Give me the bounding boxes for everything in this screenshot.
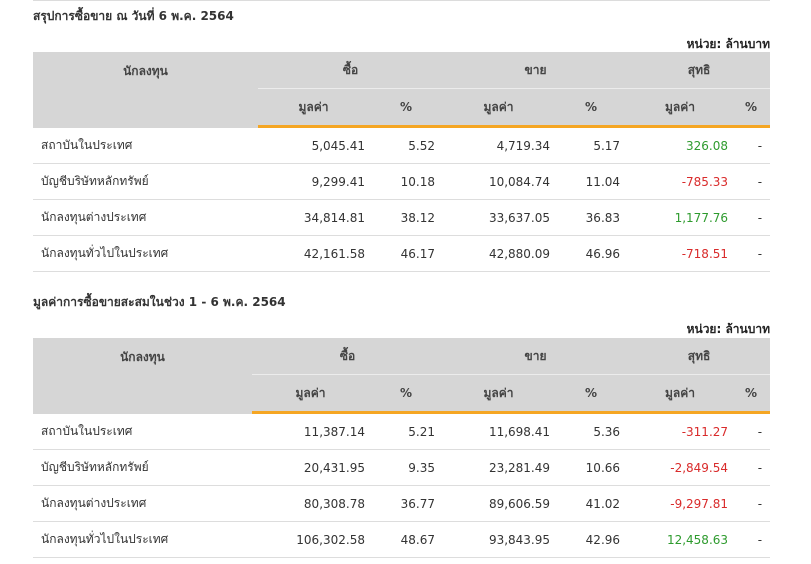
- buy-percent: 5.52: [369, 126, 444, 164]
- investor-name: บัญชีบริษัทหลักทรัพย์: [33, 163, 258, 200]
- net-percent: -: [732, 412, 771, 450]
- sell-percent: 10.66: [554, 449, 629, 486]
- header-net: สุทธิ: [628, 338, 771, 375]
- header-sell: ขาย: [443, 52, 629, 89]
- sell-value: 93,843.95: [443, 521, 555, 558]
- sell-percent: 5.36: [554, 412, 629, 450]
- investor-name: สถาบันในประเทศ: [33, 126, 258, 164]
- section-title: มูลค่าการซื้อขายสะสมในช่วง 1 - 6 พ.ค. 25…: [33, 295, 286, 309]
- header-sell: ขาย: [443, 338, 629, 375]
- buy-value: 11,387.14: [252, 412, 369, 450]
- investor-name: บัญชีบริษัทหลักทรัพย์: [33, 449, 252, 486]
- table-row: นักลงทุนทั่วไปในประเทศ 42,161.58 46.17 4…: [33, 235, 771, 272]
- header-buy: ซื้อ: [258, 52, 444, 89]
- investor-name: นักลงทุนทั่วไปในประเทศ: [33, 521, 252, 558]
- buy-value: 5,045.41: [258, 126, 369, 164]
- sell-value: 11,698.41: [443, 412, 555, 450]
- buy-value: 9,299.41: [258, 163, 369, 200]
- net-percent: -: [732, 521, 771, 558]
- investor-name: นักลงทุนต่างประเทศ: [33, 199, 258, 236]
- net-value: -2,849.54: [628, 449, 733, 486]
- header-buy-value: มูลค่า: [252, 374, 369, 414]
- sell-value: 4,719.34: [443, 126, 555, 164]
- net-value: -311.27: [628, 412, 733, 450]
- header-buy-value: มูลค่า: [258, 88, 369, 128]
- buy-percent: 9.35: [369, 449, 444, 486]
- header-buy-percent: %: [369, 88, 444, 128]
- buy-value: 80,308.78: [252, 485, 369, 522]
- net-value: 12,458.63: [628, 521, 733, 558]
- buy-value: 106,302.58: [252, 521, 369, 558]
- sell-percent: 41.02: [554, 485, 629, 522]
- header-net: สุทธิ: [628, 52, 771, 89]
- buy-value: 20,431.95: [252, 449, 369, 486]
- net-value: -785.33: [628, 163, 733, 200]
- sell-percent: 36.83: [554, 199, 629, 236]
- unit-label: หน่วย: ล้านบาท: [686, 37, 770, 51]
- table-row: นักลงทุนทั่วไปในประเทศ 106,302.58 48.67 …: [33, 521, 771, 558]
- net-percent: -: [732, 199, 771, 236]
- header-sell-percent: %: [554, 88, 629, 128]
- table-row: สถาบันในประเทศ 5,045.41 5.52 4,719.34 5.…: [33, 126, 771, 164]
- sell-value: 42,880.09: [443, 235, 555, 272]
- sell-percent: 42.96: [554, 521, 629, 558]
- net-percent: -: [732, 485, 771, 522]
- header-net-percent: %: [732, 374, 771, 414]
- sell-value: 23,281.49: [443, 449, 555, 486]
- buy-percent: 48.67: [369, 521, 444, 558]
- sell-value: 33,637.05: [443, 199, 555, 236]
- header-net-value: มูลค่า: [628, 88, 733, 128]
- investor-name: สถาบันในประเทศ: [33, 412, 252, 450]
- section-title: สรุปการซื้อขาย ณ วันที่ 6 พ.ค. 2564: [33, 9, 234, 23]
- header-net-percent: %: [732, 88, 771, 128]
- net-value: 1,177.76: [628, 199, 733, 236]
- header-buy-percent: %: [369, 374, 444, 414]
- header-sell-value: มูลค่า: [443, 374, 555, 414]
- header-sell-percent: %: [554, 374, 629, 414]
- net-percent: -: [732, 235, 771, 272]
- buy-percent: 10.18: [369, 163, 444, 200]
- cumulative-summary-table: นักลงทุน ซื้อ ขาย สุทธิ มูลค่า % มูลค่า …: [33, 338, 771, 558]
- table-row: บัญชีบริษัทหลักทรัพย์ 20,431.95 9.35 23,…: [33, 449, 771, 486]
- net-percent: -: [732, 126, 771, 164]
- header-investor: นักลงทุน: [33, 338, 252, 414]
- header-investor: นักลงทุน: [33, 52, 258, 128]
- table-row: นักลงทุนต่างประเทศ 80,308.78 36.77 89,60…: [33, 485, 771, 522]
- header-sell-value: มูลค่า: [443, 88, 555, 128]
- table-row: สถาบันในประเทศ 11,387.14 5.21 11,698.41 …: [33, 412, 771, 450]
- sell-percent: 46.96: [554, 235, 629, 272]
- header-buy: ซื้อ: [252, 338, 444, 375]
- section-divider: [33, 0, 770, 1]
- daily-summary-table: นักลงทุน ซื้อ ขาย สุทธิ มูลค่า % มูลค่า …: [33, 52, 771, 272]
- sell-value: 10,084.74: [443, 163, 555, 200]
- investor-name: นักลงทุนทั่วไปในประเทศ: [33, 235, 258, 272]
- sell-value: 89,606.59: [443, 485, 555, 522]
- net-value: 326.08: [628, 126, 733, 164]
- unit-label: หน่วย: ล้านบาท: [686, 322, 770, 336]
- header-net-value: มูลค่า: [628, 374, 733, 414]
- buy-percent: 38.12: [369, 199, 444, 236]
- net-percent: -: [732, 449, 771, 486]
- table-row: บัญชีบริษัทหลักทรัพย์ 9,299.41 10.18 10,…: [33, 163, 771, 200]
- net-value: -718.51: [628, 235, 733, 272]
- buy-value: 34,814.81: [258, 199, 369, 236]
- buy-percent: 5.21: [369, 412, 444, 450]
- net-value: -9,297.81: [628, 485, 733, 522]
- sell-percent: 5.17: [554, 126, 629, 164]
- table-row: นักลงทุนต่างประเทศ 34,814.81 38.12 33,63…: [33, 199, 771, 236]
- investor-name: นักลงทุนต่างประเทศ: [33, 485, 252, 522]
- sell-percent: 11.04: [554, 163, 629, 200]
- buy-percent: 46.17: [369, 235, 444, 272]
- buy-percent: 36.77: [369, 485, 444, 522]
- buy-value: 42,161.58: [258, 235, 369, 272]
- net-percent: -: [732, 163, 771, 200]
